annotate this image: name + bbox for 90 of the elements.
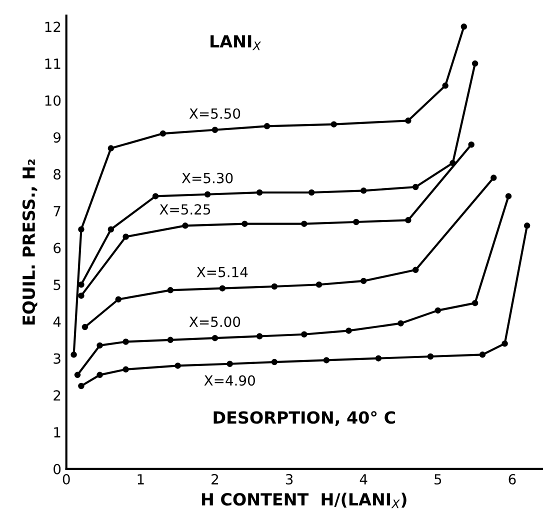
point (242, 220, 248, 227)
point (479, 352, 486, 358)
series-label: X=5.50 (189, 108, 240, 119)
series-label: X=5.25 (160, 204, 210, 215)
x-axis-title: H CONTENT H/(LANI$_{X}$) (202, 492, 406, 508)
point (405, 118, 412, 124)
point (70, 352, 77, 358)
y-tick-label: 11 (45, 58, 60, 69)
point (427, 353, 434, 360)
y-tick-label: 8 (54, 169, 61, 180)
point (301, 220, 308, 227)
point (160, 130, 166, 137)
point (174, 362, 181, 369)
point (82, 324, 88, 330)
point (219, 285, 226, 292)
y-tick-label: 12 (45, 22, 60, 32)
y-tick-label: 4 (53, 316, 61, 327)
point (167, 336, 174, 344)
y-axis-title: EQUIL. PRESS., H₂ (22, 159, 38, 324)
point (524, 222, 530, 229)
point (490, 174, 497, 181)
point (360, 188, 367, 194)
y-tick-label: 3 (54, 353, 60, 364)
y-tick-label: 7 (54, 206, 60, 216)
series-label: X=4.90 (204, 375, 255, 386)
point (412, 184, 419, 190)
text: LANI$_{X}$ (210, 35, 262, 50)
point (505, 193, 512, 200)
point (212, 126, 218, 133)
point (346, 328, 352, 334)
y-tick-label: 5 (54, 280, 60, 290)
x-tick-label: 5 (434, 474, 442, 485)
point (78, 226, 84, 232)
point (442, 82, 448, 89)
point (96, 372, 103, 378)
point (460, 24, 468, 30)
point (108, 226, 114, 232)
annotation: DESORPTION, 40° C (214, 411, 395, 426)
point (301, 331, 308, 338)
point (264, 123, 270, 130)
point (330, 121, 337, 128)
point (308, 189, 315, 196)
point (122, 338, 129, 345)
series-label: X=5.30 (182, 172, 233, 184)
point (108, 145, 114, 152)
point (256, 189, 263, 196)
point (502, 340, 508, 347)
point (316, 282, 322, 288)
y-tick-label: 0 (54, 464, 61, 474)
point (353, 218, 360, 226)
point (167, 287, 174, 294)
point (472, 300, 478, 306)
x-tick-label: 2 (212, 474, 218, 484)
point (405, 217, 412, 224)
point (360, 278, 367, 284)
point (256, 333, 263, 340)
y-tick-label: 9 (54, 132, 61, 143)
series-label: X=5.14 (196, 266, 248, 278)
point (96, 342, 103, 349)
point (412, 266, 419, 274)
point (434, 307, 442, 314)
point (152, 193, 159, 200)
point (472, 60, 478, 67)
point (226, 360, 233, 367)
point (398, 320, 404, 326)
x-tick-label: 1 (138, 474, 144, 484)
x-tick-label: 0 (62, 474, 70, 485)
x-tick-label: 3 (286, 474, 293, 485)
point (182, 222, 188, 229)
point (78, 292, 84, 299)
y-tick-label: 2 (54, 390, 60, 400)
point (271, 358, 278, 366)
x-tick-label: 6 (508, 474, 516, 485)
point (375, 355, 382, 362)
point (323, 357, 330, 364)
point (115, 296, 122, 303)
point (271, 283, 278, 290)
y-tick-label: 10 (45, 95, 61, 106)
point (74, 372, 81, 378)
point (212, 334, 218, 342)
point (122, 366, 129, 373)
point (468, 141, 474, 148)
series-label: X=5.00 (189, 316, 240, 328)
point (78, 282, 84, 288)
point (122, 234, 129, 240)
x-tick-label: 4 (360, 474, 368, 484)
y-tick-label: 1 (54, 427, 60, 438)
point (204, 191, 211, 198)
y-tick-label: 6 (54, 242, 61, 254)
point (78, 382, 84, 390)
